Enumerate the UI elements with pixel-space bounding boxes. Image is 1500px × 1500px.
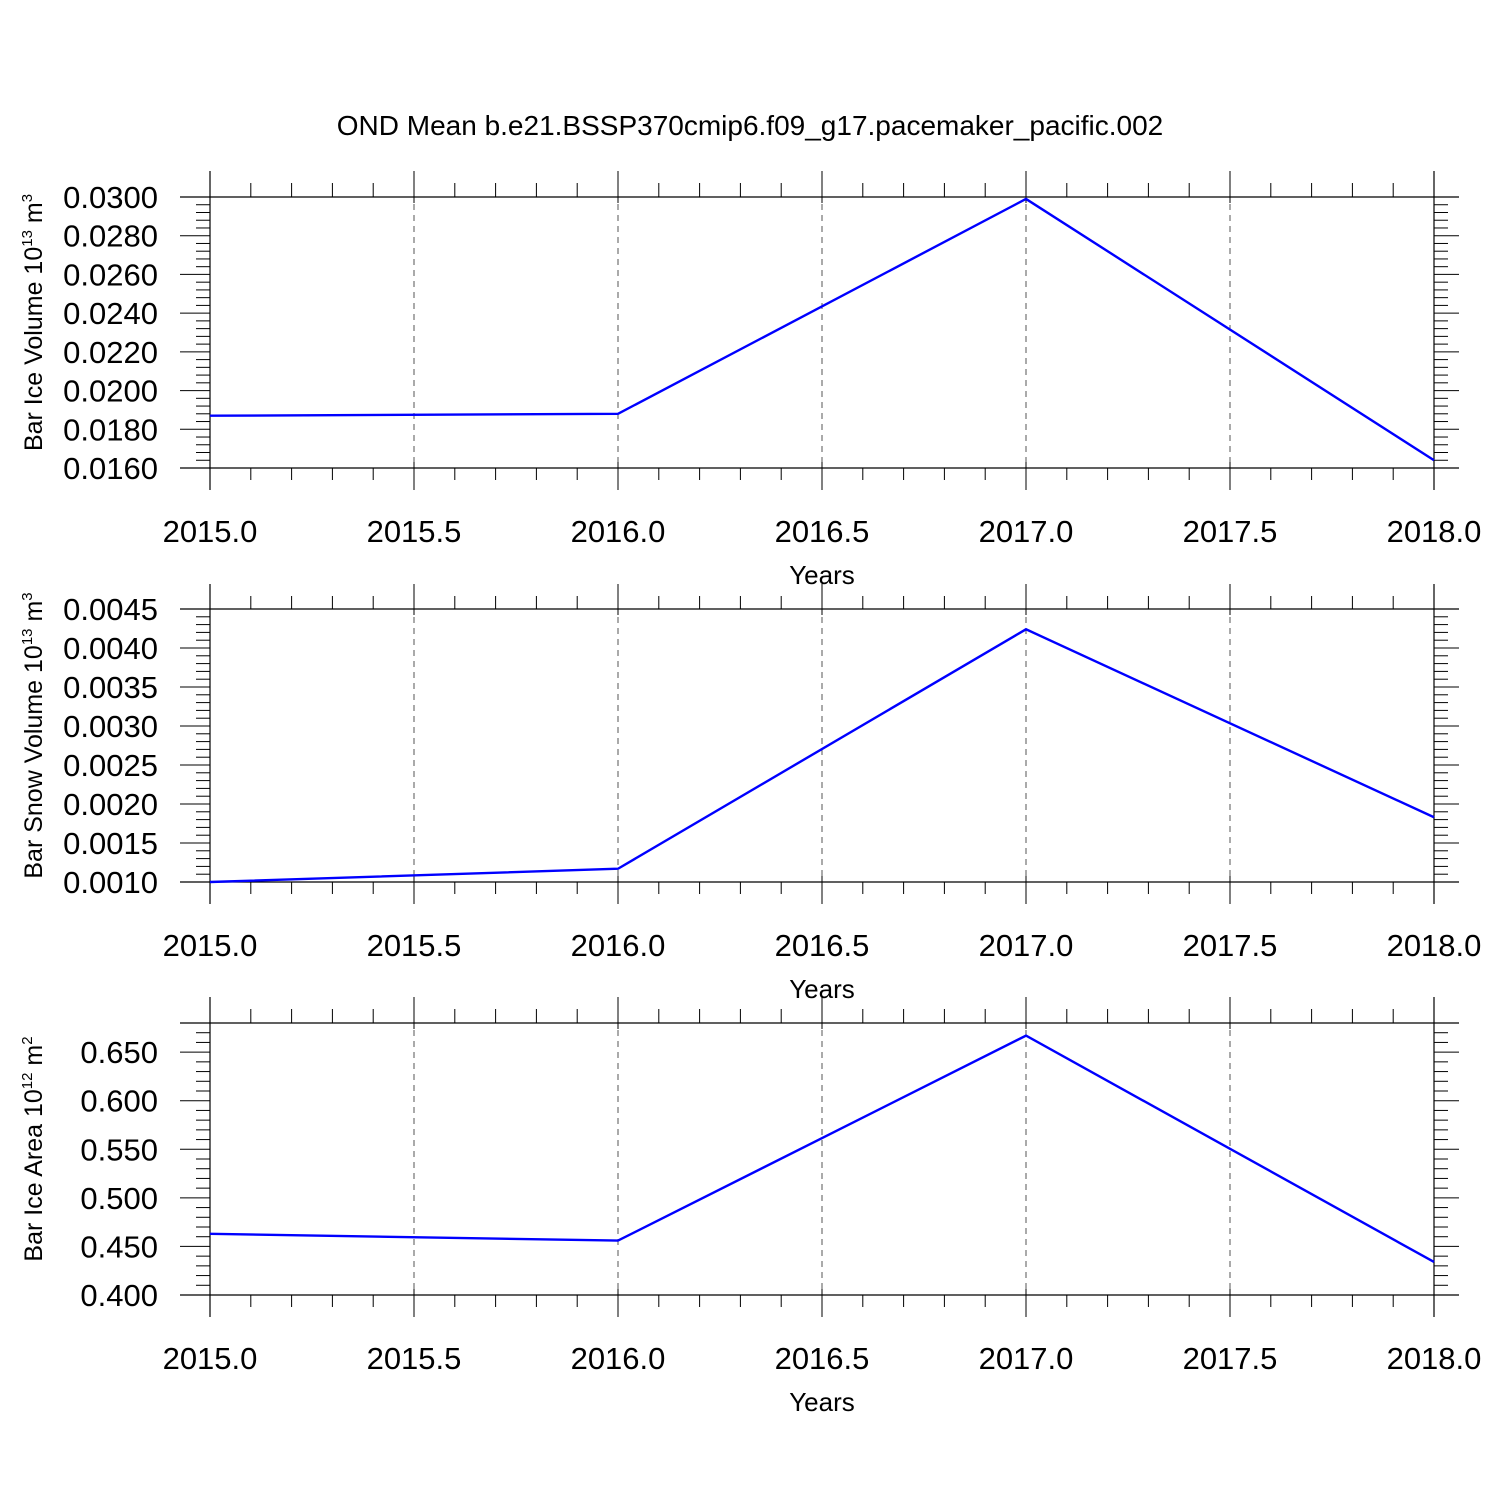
- y-tick-label: 0.500: [80, 1181, 158, 1216]
- y-tick-label: 0.0300: [63, 180, 158, 215]
- x-axis-label: Years: [789, 1387, 855, 1417]
- y-tick-label: 0.600: [80, 1084, 158, 1119]
- x-tick-label: 2018.0: [1387, 514, 1482, 549]
- y-axis-label-text: Bar Ice Area 10: [20, 1089, 48, 1261]
- x-tick-label: 2017.0: [979, 1341, 1074, 1376]
- y-tick-label: 0.0045: [63, 592, 158, 627]
- y-axis-label-text: Bar Ice Volume 10: [20, 247, 48, 451]
- x-tick-label: 2015.0: [163, 1341, 258, 1376]
- x-tick-label: 2018.0: [1387, 1341, 1482, 1376]
- y-axis-label-unit: m: [20, 202, 48, 230]
- y-axis-label-unit-exponent: 3: [19, 592, 36, 600]
- x-tick-label: 2015.0: [163, 928, 258, 963]
- y-tick-label: 0.0260: [63, 257, 158, 292]
- y-tick-label: 0.0160: [63, 451, 158, 486]
- x-tick-label: 2016.5: [775, 928, 870, 963]
- y-axis-label-exponent: 12: [19, 1073, 36, 1090]
- x-tick-label: 2015.5: [367, 1341, 462, 1376]
- x-tick-label: 2016.5: [775, 514, 870, 549]
- x-tick-label: 2015.0: [163, 514, 258, 549]
- y-axis-label: Bar Ice Area 1012 m2: [19, 1036, 48, 1261]
- y-axis-label-exponent: 13: [19, 628, 36, 645]
- x-tick-label: 2016.0: [571, 1341, 666, 1376]
- y-tick-label: 0.0280: [63, 219, 158, 254]
- y-axis-label-unit-exponent: 2: [19, 1036, 36, 1044]
- y-axis-label: Bar Snow Volume 1013 m3: [19, 592, 48, 878]
- x-tick-label: 2018.0: [1387, 928, 1482, 963]
- x-tick-label: 2016.0: [571, 928, 666, 963]
- y-tick-label: 0.0200: [63, 374, 158, 409]
- y-axis-label-unit: m: [20, 601, 48, 629]
- y-tick-label: 0.0015: [63, 826, 158, 861]
- y-axis-label-text: Bar Snow Volume 10: [20, 645, 48, 878]
- y-axis-label-unit-exponent: 3: [19, 194, 36, 202]
- y-tick-label: 0.400: [80, 1278, 158, 1313]
- y-tick-label: 0.0030: [63, 709, 158, 744]
- y-tick-label: 0.0025: [63, 748, 158, 783]
- y-tick-label: 0.0180: [63, 412, 158, 447]
- y-tick-label: 0.550: [80, 1132, 158, 1167]
- y-tick-label: 0.0010: [63, 865, 158, 900]
- y-tick-label: 0.0220: [63, 335, 158, 370]
- panel-3: 0.400 0.450 0.500 0.550 0.600 0.650 2015.0 2015…: [19, 997, 1481, 1417]
- x-tick-label: 2017.5: [1183, 514, 1278, 549]
- panel-2: 0.0010 0.0015 0.0020 0.0025 0.0030 0.0035 0.00…: [19, 584, 1481, 1004]
- x-tick-label: 2015.5: [367, 514, 462, 549]
- series-line-1: [209, 627, 1435, 884]
- x-tick-label: 2017.0: [979, 514, 1074, 549]
- x-tick-label: 2017.0: [979, 928, 1074, 963]
- x-tick-label: 2016.0: [571, 514, 666, 549]
- x-tick-label: 2017.5: [1183, 1341, 1278, 1376]
- y-axis-label-exponent: 13: [19, 230, 36, 247]
- series-line-1: [209, 1034, 1435, 1264]
- x-tick-label: 2015.5: [367, 928, 462, 963]
- y-tick-label: 0.0040: [63, 631, 158, 666]
- y-tick-label: 0.0020: [63, 787, 158, 822]
- y-tick-label: 0.0035: [63, 670, 158, 705]
- y-axis-label-unit: m: [20, 1045, 48, 1073]
- y-tick-label: 0.0240: [63, 296, 158, 331]
- x-tick-label: 2017.5: [1183, 928, 1278, 963]
- x-tick-label: 2016.5: [775, 1341, 870, 1376]
- y-axis-label: Bar Ice Volume 1013 m3: [19, 194, 48, 451]
- y-tick-label: 0.650: [80, 1035, 158, 1070]
- y-tick-label: 0.450: [80, 1229, 158, 1264]
- figure-title: OND Mean b.e21.BSSP370cmip6.f09_g17.pace…: [337, 110, 1164, 141]
- series-line-1: [209, 197, 1435, 462]
